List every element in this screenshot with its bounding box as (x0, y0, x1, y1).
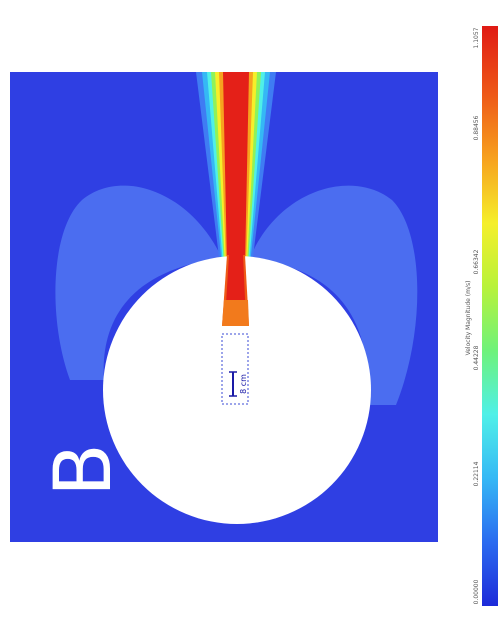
cylinder (103, 256, 371, 524)
scale-label: 8 cm (239, 374, 248, 394)
jet-core (223, 72, 249, 265)
colorbar-tick-5: 1.1057 (473, 27, 480, 48)
colorbar-tick-1: 0.22114 (473, 461, 480, 486)
colorbar-ticks: 0.00000 0.22114 0.44228 0.66342 0.88456 … (473, 27, 480, 604)
jet-tip (222, 300, 249, 326)
recirculation-zone-left (55, 185, 222, 380)
panel-label: B (39, 443, 129, 497)
colorbar-tick-2: 0.44228 (473, 345, 480, 370)
recirculation-zone-right (250, 185, 418, 405)
inlet-outline (221, 333, 249, 405)
colorbar-title: Velocity Magnitude (m/s) (465, 281, 472, 356)
colorbar-tick-0: 0.00000 (473, 579, 480, 604)
colorbar (482, 26, 498, 606)
colorbar-tick-4: 0.88456 (473, 115, 480, 140)
colorbar-tick-3: 0.66342 (473, 249, 480, 274)
